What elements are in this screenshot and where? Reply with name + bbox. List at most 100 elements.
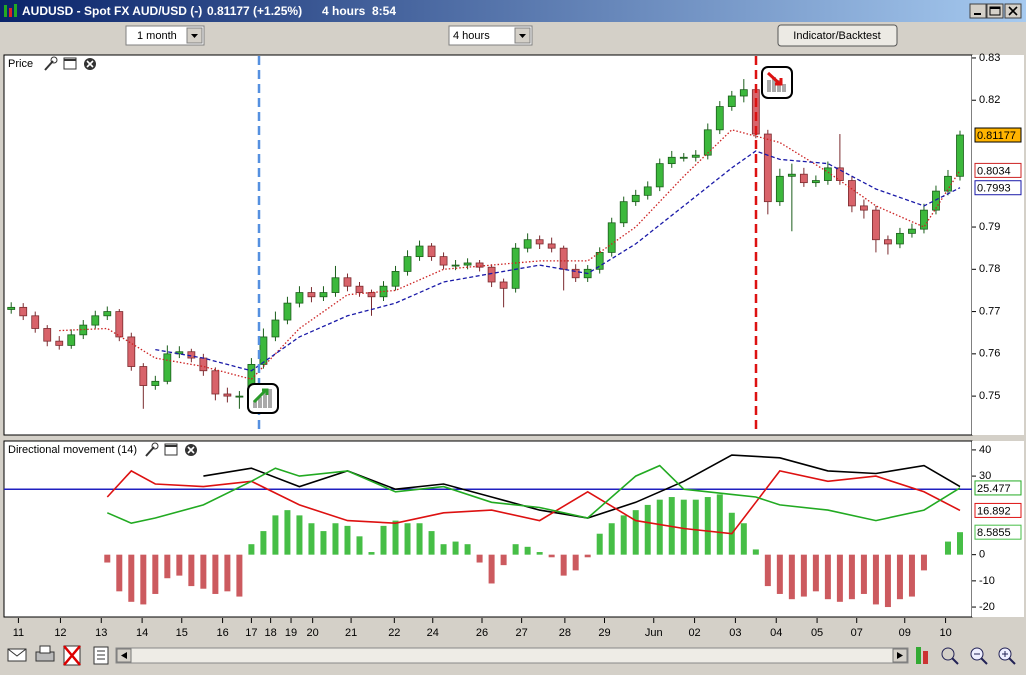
histogram-bar xyxy=(680,499,687,555)
buy-signal-icon[interactable] xyxy=(247,383,279,414)
value-tag-box xyxy=(974,502,1022,518)
close-button[interactable] xyxy=(1004,3,1022,19)
indicator-button[interactable]: Indicator/Backtest xyxy=(777,24,898,47)
histogram-bar xyxy=(884,554,891,608)
print-icon[interactable] xyxy=(35,645,55,662)
price-panel xyxy=(3,54,973,436)
y-tick-label: 0.76 xyxy=(979,348,1000,360)
panel-close-icon[interactable] xyxy=(185,444,197,456)
candle-body xyxy=(391,271,400,287)
minimize-button[interactable] xyxy=(969,3,987,19)
histogram-bar xyxy=(428,531,435,555)
scrollbar[interactable] xyxy=(115,647,909,664)
indicator-panel-title: Directional movement (14) xyxy=(8,444,137,456)
histogram-bar xyxy=(764,554,771,587)
candle-body xyxy=(775,175,784,203)
candle-body xyxy=(487,266,496,283)
panel-settings-icon[interactable] xyxy=(145,442,159,457)
zoom-out-icon[interactable] xyxy=(970,647,988,665)
histogram-bar xyxy=(632,510,639,555)
histogram-bar xyxy=(500,554,507,566)
x-tick-label: 17 xyxy=(245,627,257,639)
histogram-bar xyxy=(224,554,231,592)
delete-icon[interactable] xyxy=(63,645,81,666)
x-tick-label: 19 xyxy=(285,627,297,639)
y-tick-label: -20 xyxy=(979,601,995,613)
histogram-bar xyxy=(176,554,183,576)
candle-body xyxy=(283,302,292,321)
candle-body xyxy=(127,336,136,367)
panel-maximize-icon[interactable] xyxy=(164,443,178,456)
list-icon[interactable] xyxy=(93,646,109,665)
candle-body xyxy=(151,380,160,386)
email-icon[interactable] xyxy=(7,648,27,662)
histogram-bar xyxy=(752,549,759,555)
histogram-bar xyxy=(524,546,531,555)
value-tag: 25.477 xyxy=(977,483,1011,495)
x-tick-label: 12 xyxy=(54,627,66,639)
candle-body xyxy=(823,167,832,181)
panel-close-icon[interactable] xyxy=(84,58,96,70)
candle-body xyxy=(860,205,868,211)
series-line xyxy=(106,469,961,535)
candle-body xyxy=(523,239,532,249)
candle-body xyxy=(451,264,460,267)
title-bar xyxy=(0,0,1026,22)
panel-maximize-icon[interactable] xyxy=(63,57,77,70)
candle-body xyxy=(7,306,16,310)
zoom-in-icon[interactable] xyxy=(998,647,1016,665)
candle-body xyxy=(944,175,952,192)
histogram-bar xyxy=(236,554,243,597)
value-tag-box xyxy=(974,162,1022,178)
candle-body xyxy=(55,340,64,346)
candle-body xyxy=(703,129,712,156)
histogram-bar xyxy=(368,552,375,555)
candle-body xyxy=(932,190,940,211)
x-tick-label: Jun xyxy=(645,627,663,639)
indicator-panel xyxy=(3,440,973,618)
histogram-bar xyxy=(404,523,411,555)
candle-body xyxy=(319,292,328,298)
candle-body xyxy=(559,247,568,270)
histogram-bar xyxy=(452,541,459,555)
histogram-bar xyxy=(944,541,951,555)
candle-body xyxy=(355,285,364,293)
histogram-bar xyxy=(572,554,579,571)
candle-body xyxy=(415,245,424,258)
maximize-button[interactable] xyxy=(986,3,1004,19)
x-tick-label: 11 xyxy=(13,627,24,639)
y-tick-label: 30 xyxy=(979,470,991,482)
candle-body xyxy=(199,357,208,372)
zoom-area-icon[interactable] xyxy=(941,647,959,665)
x-tick-label: 13 xyxy=(95,627,107,639)
y-tick-label: 0.75 xyxy=(979,390,1000,402)
candle-body xyxy=(259,336,268,365)
candle-body xyxy=(511,247,520,289)
histogram-bar xyxy=(188,554,195,587)
value-tag-box xyxy=(974,524,1022,540)
value-tag-box xyxy=(974,127,1022,143)
histogram-bar xyxy=(908,554,915,597)
value-tag: 8.5855 xyxy=(977,527,1011,539)
panel-settings-icon[interactable] xyxy=(44,56,58,71)
histogram-bar xyxy=(608,523,615,555)
candle-body xyxy=(643,186,652,196)
candle-body xyxy=(235,395,244,398)
histogram-bar xyxy=(644,504,651,555)
histogram-bar xyxy=(740,523,747,555)
x-tick-label: 21 xyxy=(345,627,357,639)
value-tag-box xyxy=(974,180,1022,196)
candle-body xyxy=(211,370,220,395)
interval-dropdown[interactable]: 4 hours xyxy=(448,25,533,46)
histogram-bar xyxy=(848,554,855,600)
sell-signal-icon[interactable] xyxy=(761,66,793,99)
y-tick-label: 0 xyxy=(979,549,985,561)
histogram-bar xyxy=(344,525,351,555)
period-dropdown[interactable]: 1 month xyxy=(125,25,205,46)
candle-body xyxy=(331,277,340,293)
zoom-fit-icon[interactable] xyxy=(916,647,928,664)
candle-body xyxy=(715,106,724,131)
candle-body xyxy=(727,95,736,107)
histogram-bar xyxy=(896,554,903,600)
indicator-button-label: Indicator/Backtest xyxy=(793,30,880,42)
